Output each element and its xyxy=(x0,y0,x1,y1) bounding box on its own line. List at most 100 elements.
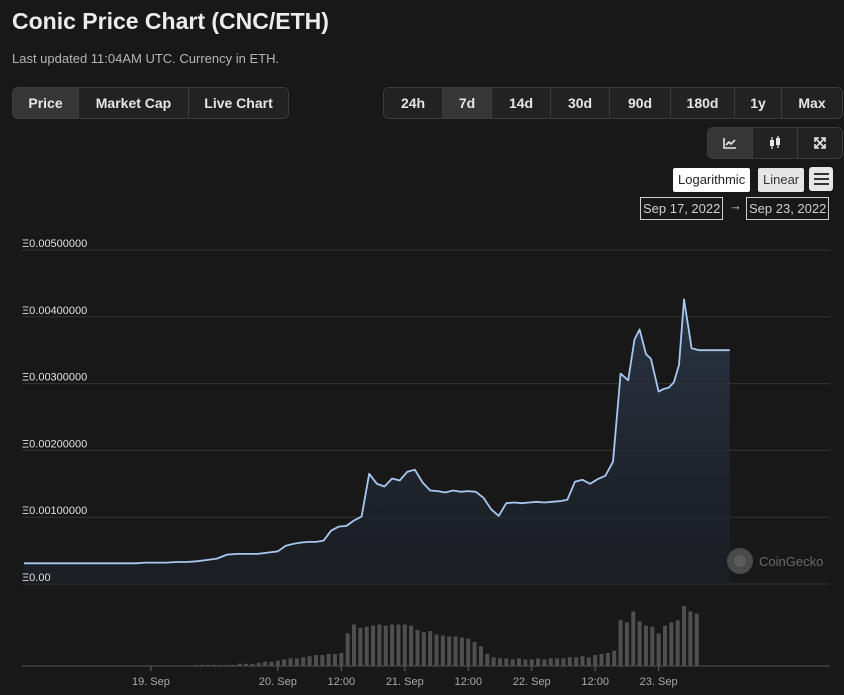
tab-market-cap[interactable]: Market Cap xyxy=(79,88,189,118)
volume-bar xyxy=(669,622,674,666)
volume-bar xyxy=(256,662,261,666)
volume-bar xyxy=(390,624,395,666)
date-to-input[interactable]: Sep 23, 2022 xyxy=(746,197,830,220)
y-tick-label: Ξ0.00 xyxy=(22,572,51,584)
volume-bar xyxy=(593,655,598,666)
range-24h-button[interactable]: 24h xyxy=(384,88,443,118)
range-tabs: 24h 7d 14d 30d 90d 180d 1y Max xyxy=(383,87,843,119)
volume-bar xyxy=(529,659,534,666)
candlestick-icon xyxy=(770,136,780,149)
volume-bar xyxy=(269,661,274,666)
volume-bar xyxy=(631,611,636,666)
volume-bar xyxy=(421,632,426,666)
volume-bar xyxy=(263,661,268,666)
view-tabs: Price Market Cap Live Chart xyxy=(12,87,289,119)
volume-bar xyxy=(225,664,230,666)
volume-bar xyxy=(288,658,293,666)
volume-bar xyxy=(580,656,585,666)
range-90d-button[interactable]: 90d xyxy=(610,88,671,118)
candlestick-button[interactable] xyxy=(753,128,798,158)
fullscreen-button[interactable] xyxy=(798,128,842,158)
volume-bar xyxy=(307,656,312,666)
volume-bar xyxy=(199,664,204,666)
volume-bar xyxy=(637,621,642,666)
volume-bar xyxy=(542,659,547,666)
range-14d-button[interactable]: 14d xyxy=(492,88,551,118)
volume-bar xyxy=(586,657,591,666)
volume-bar xyxy=(282,659,287,666)
tab-live-chart[interactable]: Live Chart xyxy=(189,88,288,118)
volume-bar xyxy=(497,658,502,666)
volume-bar xyxy=(294,658,299,666)
volume-bar xyxy=(675,620,680,666)
volume-bar xyxy=(466,638,471,666)
line-chart-button[interactable] xyxy=(708,128,753,158)
last-updated-text: Last updated 11:04AM UTC. Currency in ET… xyxy=(12,51,280,66)
volume-bar xyxy=(377,624,382,666)
volume-bar xyxy=(428,631,433,666)
volume-bar xyxy=(320,655,325,666)
chart-menu-button[interactable] xyxy=(809,167,833,191)
volume-bar xyxy=(459,637,464,666)
volume-bar xyxy=(599,654,604,666)
volume-bar xyxy=(567,657,572,666)
volume-bar xyxy=(250,663,255,666)
volume-bar xyxy=(434,634,439,666)
volume-bar xyxy=(332,654,337,666)
range-max-button[interactable]: Max xyxy=(782,88,842,118)
volume-bar xyxy=(662,625,667,666)
volume-bar xyxy=(491,657,496,666)
tab-price[interactable]: Price xyxy=(13,88,79,118)
volume-bar xyxy=(415,630,420,666)
volume-bar xyxy=(478,646,483,666)
volume-bar xyxy=(193,664,198,666)
range-7d-button[interactable]: 7d xyxy=(443,88,492,118)
x-tick-label: 22. Sep xyxy=(513,676,551,688)
watermark-text: CoinGecko xyxy=(759,553,824,569)
linear-scale-button[interactable]: Linear xyxy=(758,168,805,192)
volume-bar xyxy=(371,625,376,666)
page-title: Conic Price Chart (CNC/ETH) xyxy=(12,8,329,34)
volume-bar xyxy=(339,652,344,666)
volume-bar xyxy=(237,663,242,666)
volume-bar xyxy=(364,626,369,666)
range-1y-button[interactable]: 1y xyxy=(735,88,782,118)
volume-bar xyxy=(212,664,217,666)
volume-bar xyxy=(358,627,363,666)
volume-bar xyxy=(643,625,648,666)
x-tick-label: 19. Sep xyxy=(132,676,170,688)
volume-bar xyxy=(612,650,617,666)
volume-bar xyxy=(656,633,661,666)
volume-bar xyxy=(440,635,445,666)
volume-bar xyxy=(536,658,541,666)
range-30d-button[interactable]: 30d xyxy=(551,88,610,118)
volume-bar xyxy=(694,613,699,666)
x-tick-label: 12:00 xyxy=(581,676,609,688)
line-chart-icon xyxy=(723,138,736,149)
volume-bar xyxy=(345,633,350,666)
volume-bar xyxy=(231,664,236,666)
logarithmic-scale-button[interactable]: Logarithmic xyxy=(673,168,751,192)
volume-bar xyxy=(624,622,629,666)
range-180d-button[interactable]: 180d xyxy=(671,88,735,118)
volume-bar xyxy=(510,659,515,666)
volume-bar xyxy=(688,611,693,666)
volume-bar xyxy=(517,658,522,666)
volume-bar xyxy=(402,624,407,666)
volume-bar xyxy=(218,664,223,666)
x-tick-label: 12:00 xyxy=(328,676,356,688)
x-tick-label: 20. Sep xyxy=(259,676,297,688)
fullscreen-icon xyxy=(814,137,826,149)
coingecko-logo-icon xyxy=(727,548,753,574)
x-tick-label: 12:00 xyxy=(454,676,482,688)
volume-bar xyxy=(244,663,249,666)
price-area-fill xyxy=(24,299,730,584)
date-from-input[interactable]: Sep 17, 2022 xyxy=(640,197,724,220)
volume-bar xyxy=(472,642,477,666)
y-tick-label: Ξ0.00200000 xyxy=(22,438,87,450)
volume-bar xyxy=(301,657,306,666)
chart-tools xyxy=(707,127,843,159)
volume-bar xyxy=(396,624,401,666)
volume-bar xyxy=(548,658,553,666)
